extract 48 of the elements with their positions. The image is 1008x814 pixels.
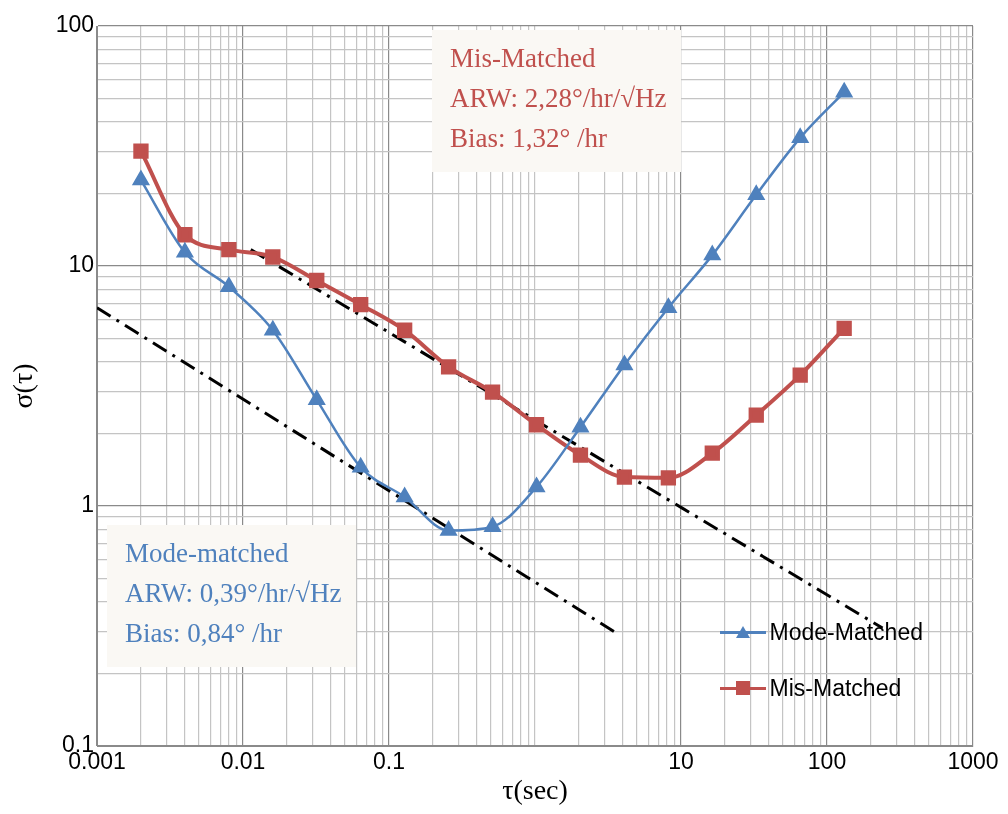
point bbox=[176, 243, 194, 258]
point bbox=[484, 384, 501, 400]
x-tick-label: 100 bbox=[807, 748, 847, 775]
point bbox=[748, 185, 765, 201]
legend-label: Mode-Matched bbox=[769, 618, 923, 646]
point bbox=[221, 241, 237, 258]
point bbox=[177, 227, 193, 243]
point bbox=[792, 367, 808, 383]
point bbox=[572, 447, 589, 463]
x-tick-label: 10 bbox=[668, 748, 694, 775]
point bbox=[397, 322, 413, 338]
point bbox=[528, 477, 545, 493]
point bbox=[220, 277, 238, 292]
y-tick-label: 10 bbox=[68, 251, 94, 278]
point bbox=[132, 170, 150, 186]
y-tick-label: 1 bbox=[81, 491, 94, 518]
x-axis-title: τ(sec) bbox=[502, 773, 568, 805]
point bbox=[440, 359, 457, 375]
x-tick-label: 0.1 bbox=[373, 748, 405, 775]
point bbox=[704, 245, 721, 261]
point bbox=[484, 517, 501, 532]
point bbox=[616, 355, 633, 371]
point bbox=[265, 249, 281, 265]
point bbox=[440, 521, 457, 536]
point bbox=[704, 445, 720, 461]
point bbox=[748, 407, 764, 423]
point bbox=[133, 143, 149, 159]
point bbox=[396, 487, 413, 503]
point bbox=[660, 470, 677, 486]
annotation: Mode-matched ARW: 0,39°/hr/√Hz Bias: 0,84° /hr bbox=[107, 525, 356, 667]
point bbox=[792, 128, 809, 144]
point bbox=[528, 417, 545, 433]
point bbox=[309, 272, 325, 289]
y-tick-label: 100 bbox=[55, 11, 94, 38]
legend-label: Mis-Matched bbox=[769, 674, 902, 702]
point bbox=[308, 390, 325, 406]
point bbox=[572, 417, 589, 433]
point bbox=[616, 469, 633, 485]
point bbox=[264, 320, 281, 336]
x-tick-label: 0.01 bbox=[220, 748, 266, 775]
point bbox=[352, 458, 369, 473]
annotation: Mis-Matched ARW: 2,28°/hr/√Hz Bias: 1,32° /hr bbox=[432, 30, 681, 172]
point bbox=[660, 298, 677, 313]
x-tick-label: 1000 bbox=[947, 748, 999, 775]
y-axis-title: σ(τ) bbox=[7, 363, 39, 409]
point bbox=[353, 297, 369, 313]
point bbox=[836, 320, 852, 336]
point bbox=[835, 82, 853, 98]
